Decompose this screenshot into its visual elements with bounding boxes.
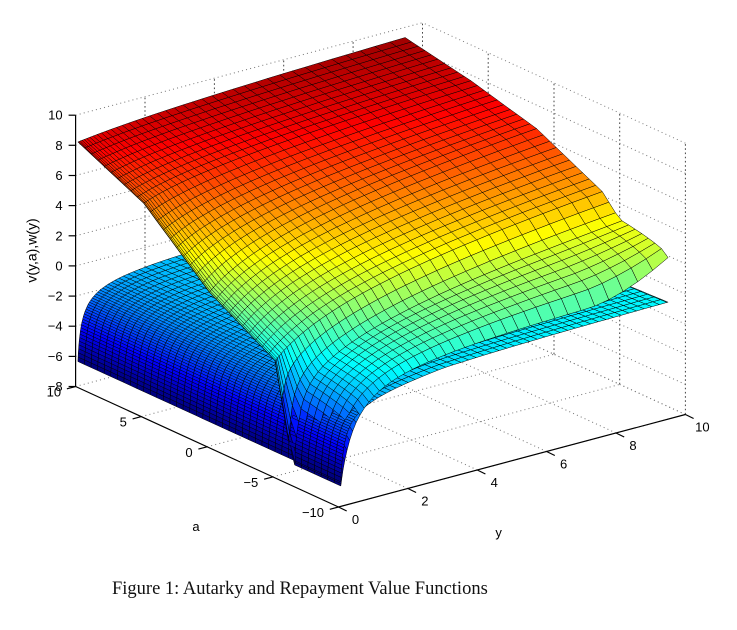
svg-text:2: 2 xyxy=(55,228,62,243)
svg-text:y: y xyxy=(495,525,502,540)
svg-text:10: 10 xyxy=(695,420,709,435)
svg-text:6: 6 xyxy=(560,457,567,472)
svg-text:8: 8 xyxy=(629,438,636,453)
svg-text:0: 0 xyxy=(185,445,192,460)
svg-text:−5: −5 xyxy=(243,475,258,490)
svg-text:10: 10 xyxy=(48,108,62,123)
svg-text:0: 0 xyxy=(55,258,62,273)
svg-text:−4: −4 xyxy=(48,319,63,334)
svg-text:10: 10 xyxy=(47,385,61,400)
svg-text:8: 8 xyxy=(55,138,62,153)
svg-text:−10: −10 xyxy=(302,505,324,520)
svg-text:6: 6 xyxy=(55,168,62,183)
svg-text:0: 0 xyxy=(352,512,359,527)
svg-text:−6: −6 xyxy=(48,349,63,364)
svg-text:4: 4 xyxy=(55,198,62,213)
svg-text:4: 4 xyxy=(491,475,498,490)
svg-text:−8: −8 xyxy=(48,379,63,394)
svg-text:5: 5 xyxy=(120,415,127,430)
svg-text:2: 2 xyxy=(421,494,428,509)
svg-text:a: a xyxy=(192,519,200,534)
svg-text:−2: −2 xyxy=(48,289,63,304)
svg-text:v(y,a),w(y): v(y,a),w(y) xyxy=(23,218,39,282)
